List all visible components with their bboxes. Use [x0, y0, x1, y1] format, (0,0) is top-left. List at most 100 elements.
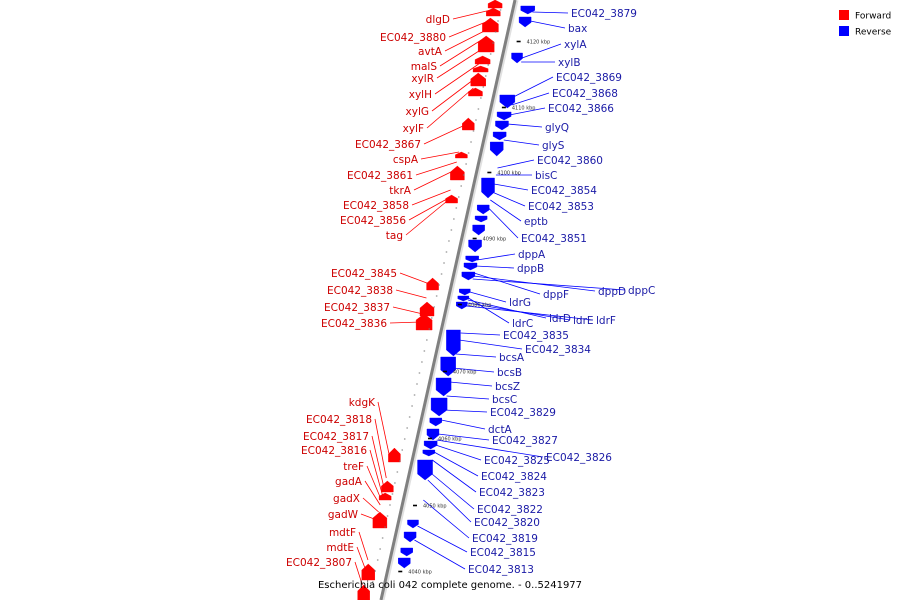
reverse-gene-label: EC042_3853 — [528, 201, 594, 213]
forward-gene-arrow — [426, 277, 439, 291]
reverse-gene-label: dppB — [517, 263, 544, 275]
forward-gene-label: EC042_3837 — [324, 302, 390, 314]
reverse-gene-arrow — [472, 224, 485, 236]
reverse-gene-label: dppF — [543, 289, 569, 301]
reverse-gene-label: bcsC — [492, 394, 517, 406]
forward-gene-label: treF — [343, 461, 364, 473]
position-ticks: 4120 kbp 4110 kbp 4100 kbp 4090 kbp 4080 kbp… — [372, 9, 550, 583]
reverse-gene-label: eptb — [524, 216, 548, 228]
reverse-leader-line — [435, 444, 482, 461]
forward-gene-label: EC042_3845 — [331, 268, 397, 280]
forward-gene-label: tkrA — [389, 185, 412, 197]
forward-leader-line — [395, 289, 427, 299]
forward-gene-label: dlgD — [426, 14, 450, 26]
reverse-gene-label: EC042_3826 — [546, 452, 612, 464]
reverse-gene-arrow — [511, 52, 523, 64]
reverse-gene-arrow — [429, 417, 442, 427]
reverse-leader-line — [417, 525, 468, 553]
forward-leader-line — [413, 169, 456, 191]
forward-leader-line — [415, 161, 457, 176]
reverse-gene-label: ldrF — [596, 315, 616, 327]
reverse-gene-label: EC042_3824 — [481, 471, 547, 483]
forward-gene-label: EC042_3816 — [301, 445, 367, 457]
forward-gene-arrow — [487, 0, 503, 9]
forward-gene-label: mdtE — [326, 542, 354, 554]
tick-label: 4040 kbp — [408, 570, 432, 576]
reverse-gene-arrow — [520, 5, 535, 15]
forward-gene-label: xylR — [411, 73, 434, 85]
reverse-gene-arrow — [477, 204, 490, 215]
forward-leader-line — [399, 272, 430, 285]
reverse-gene-arrow — [518, 16, 532, 28]
reverse-leader-line — [446, 395, 490, 400]
forward-leader-line — [360, 513, 378, 521]
forward-leader-line — [364, 480, 381, 506]
forward-leader-line — [389, 321, 422, 324]
forward-gene-label: malS — [411, 61, 438, 73]
reverse-leader-line — [490, 199, 522, 222]
reverse-gene-label: glyQ — [545, 122, 569, 134]
tick-label: 4090 kbp — [483, 237, 507, 243]
strand-legend: Forward Reverse — [839, 10, 892, 38]
legend-forward-label: Forward — [855, 12, 891, 22]
forward-gene-arrow — [474, 55, 491, 65]
reverse-gene-label: EC042_3813 — [468, 564, 534, 576]
forward-leader-line — [444, 29, 487, 52]
reverse-gene-label: xylA — [564, 39, 587, 51]
reverse-leader-line — [532, 11, 569, 14]
reverse-leader-line — [460, 332, 501, 336]
reverse-leader-line — [441, 419, 486, 430]
gene-features — [357, 0, 535, 600]
reverse-leader-line — [427, 479, 472, 523]
reverse-gene-arrow — [492, 131, 507, 141]
forward-gene-arrow — [472, 65, 489, 73]
forward-gene-label: EC042_3867 — [355, 139, 421, 151]
reverse-leader-line — [530, 20, 566, 29]
forward-gene-arrow — [462, 117, 475, 131]
reverse-gene-label: bcsZ — [495, 381, 520, 393]
forward-gene-label: tag — [386, 230, 403, 242]
forward-leader-line — [369, 449, 383, 496]
reverse-gene-label: EC042_3815 — [470, 547, 536, 559]
reverse-gene-label: EC042_3823 — [479, 487, 545, 499]
forward-leader-line — [426, 87, 474, 129]
forward-gene-label: EC042_3818 — [306, 414, 372, 426]
forward-gene-label: mdtF — [329, 527, 356, 539]
reverse-leader-line — [507, 123, 543, 128]
forward-leader-line — [408, 197, 449, 221]
forward-leader-line — [358, 531, 369, 561]
forward-leader-line — [448, 20, 489, 38]
forward-gene-label: EC042_3836 — [321, 318, 387, 330]
forward-gene-label: cspA — [393, 154, 419, 166]
forward-gene-arrow — [361, 563, 375, 581]
reverse-gene-label: dppA — [518, 249, 546, 261]
tick-label: 4070 kbp — [453, 370, 477, 376]
forward-gene-label: EC042_3858 — [343, 200, 409, 212]
reverse-leader-line — [466, 305, 594, 321]
reverse-gene-label: EC042_3854 — [531, 185, 597, 197]
reverse-gene-arrow — [435, 377, 452, 397]
reverse-gene-arrow — [403, 531, 417, 543]
reverse-leader-line — [476, 253, 516, 261]
reverse-gene-label: xylB — [558, 57, 581, 69]
forward-gene-arrow — [381, 480, 394, 493]
reverse-gene-arrow — [459, 288, 471, 296]
forward-leader-line — [366, 465, 382, 501]
reverse-leader-line — [503, 139, 540, 146]
forward-leader-line — [439, 37, 485, 67]
reverse-gene-label: EC042_3879 — [571, 8, 637, 20]
reverse-gene-label: bisC — [535, 170, 557, 182]
reverse-leader-line — [521, 43, 562, 59]
forward-leader-line — [431, 77, 476, 112]
forward-gene-label: gadA — [335, 476, 363, 488]
forward-leader-line — [371, 435, 385, 489]
reverse-leader-line — [511, 92, 550, 106]
forward-leader-line — [423, 124, 466, 145]
reverse-gene-label: EC042_3819 — [472, 533, 538, 545]
forward-gene-label: gadW — [328, 509, 359, 521]
forward-gene-label: EC042_3856 — [340, 215, 406, 227]
genome-backbone — [379, 0, 519, 600]
forward-gene-label: gadX — [333, 493, 360, 505]
tick-label: 4110 kbp — [512, 106, 536, 112]
